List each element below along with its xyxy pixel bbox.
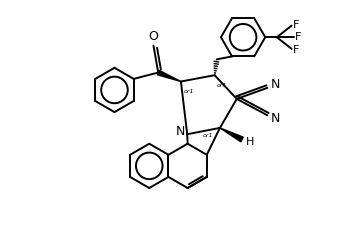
Text: or1: or1 — [216, 83, 227, 88]
Text: or1: or1 — [184, 90, 194, 94]
Text: O: O — [148, 30, 158, 42]
Polygon shape — [220, 128, 243, 142]
Text: F: F — [295, 32, 302, 42]
Text: N: N — [176, 125, 185, 138]
Polygon shape — [157, 70, 181, 82]
Text: N: N — [271, 78, 280, 91]
Text: or1: or1 — [203, 133, 214, 138]
Text: H: H — [246, 137, 255, 147]
Text: F: F — [293, 20, 299, 30]
Text: N: N — [271, 112, 280, 125]
Text: F: F — [293, 45, 299, 55]
